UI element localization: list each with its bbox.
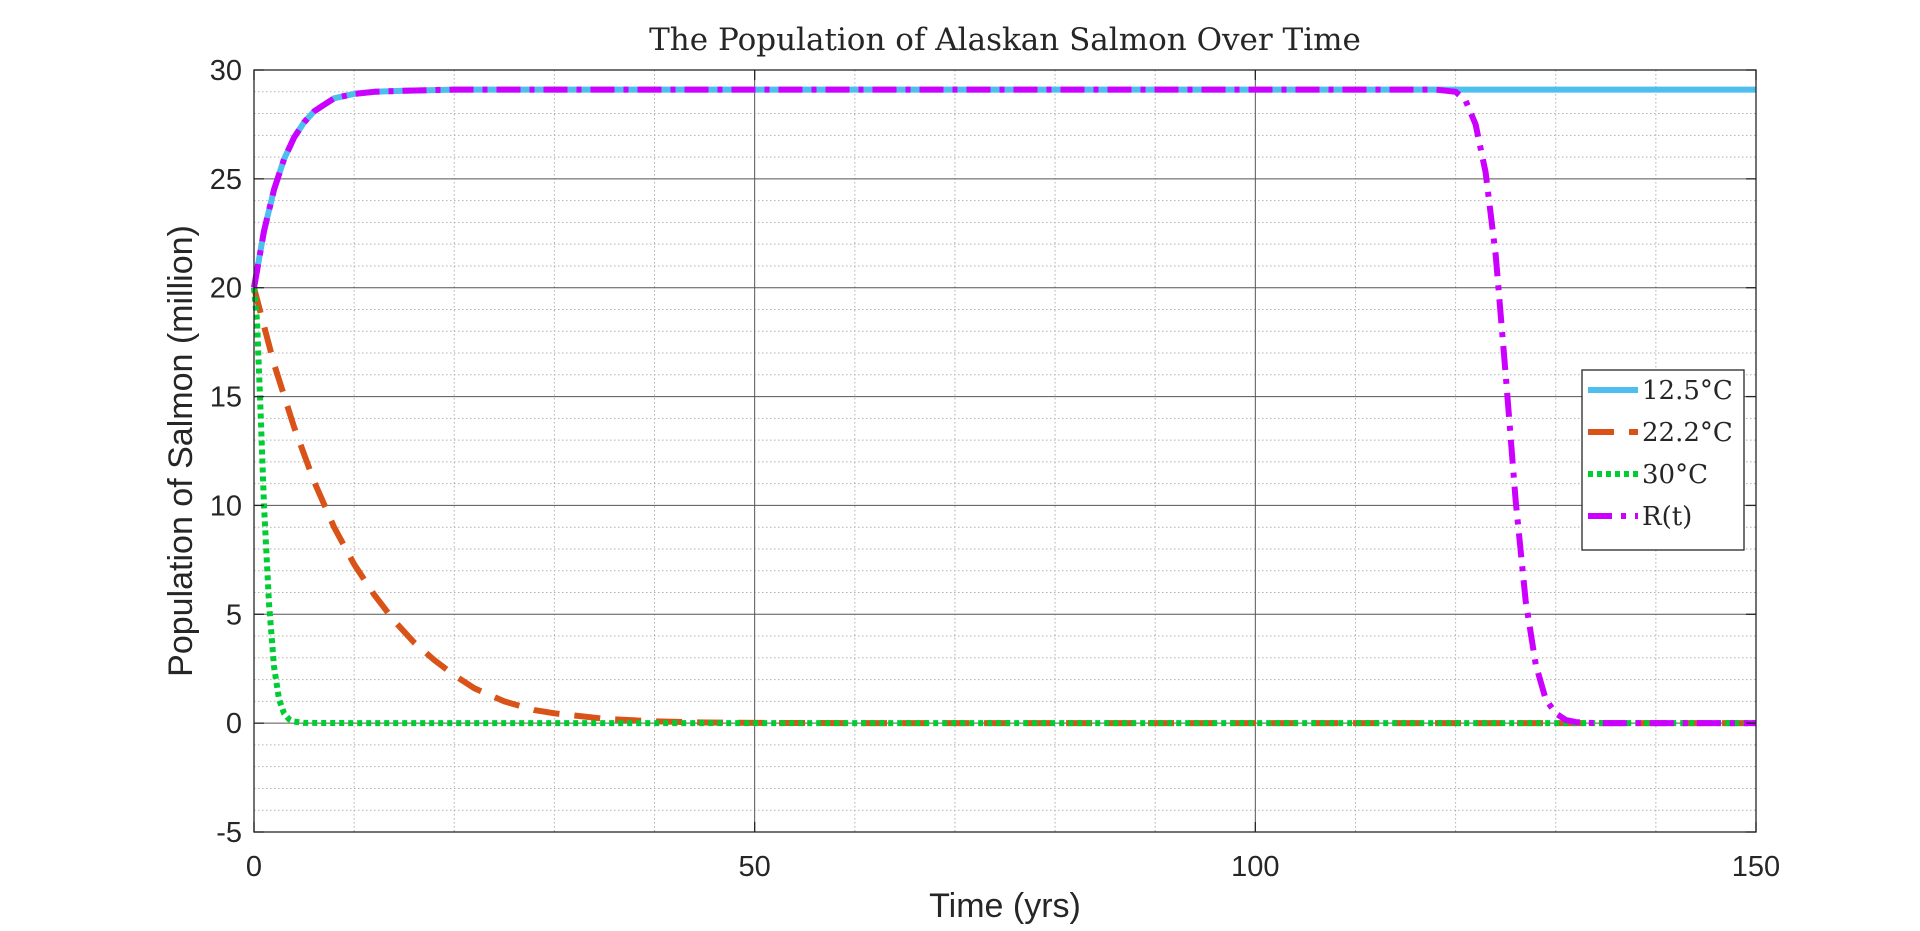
series-layer xyxy=(251,86,1756,727)
legend-box xyxy=(1581,369,1745,551)
y-tick-label: 5 xyxy=(226,599,242,631)
x-tick-label: 150 xyxy=(1732,851,1780,883)
x-tick-label: 100 xyxy=(1231,851,1279,883)
series-line xyxy=(251,86,1756,727)
x-axis-label: Time (yrs) xyxy=(929,887,1081,925)
legend-label: 22.2°C xyxy=(1642,418,1733,448)
y-tick-label: 30 xyxy=(210,55,242,87)
legend-label: 30°C xyxy=(1642,460,1708,490)
minor-grid xyxy=(254,70,1756,832)
x-tick-label: 50 xyxy=(739,851,771,883)
y-tick-label: 20 xyxy=(210,273,242,305)
chart-title: The Population of Alaskan Salmon Over Ti… xyxy=(649,22,1361,58)
y-tick-label: 10 xyxy=(210,490,242,522)
legend: 12.5°C 22.2°C 30°C R(t) xyxy=(1581,369,1745,551)
plot-frame xyxy=(253,69,1757,833)
y-tick-label: 15 xyxy=(210,382,242,414)
y-tick-label: 25 xyxy=(210,164,242,196)
series-line xyxy=(251,287,1756,727)
y-tick-label: -5 xyxy=(216,817,242,849)
legend-label: 12.5°C xyxy=(1642,376,1733,406)
y-tick-label: 0 xyxy=(226,708,242,740)
x-tick-label: 0 xyxy=(246,851,262,883)
y-axis-label: Population of Salmon (million) xyxy=(162,225,200,677)
legend-label: R(t) xyxy=(1642,502,1692,532)
plot-area xyxy=(254,70,1756,832)
series-line xyxy=(251,286,1756,727)
